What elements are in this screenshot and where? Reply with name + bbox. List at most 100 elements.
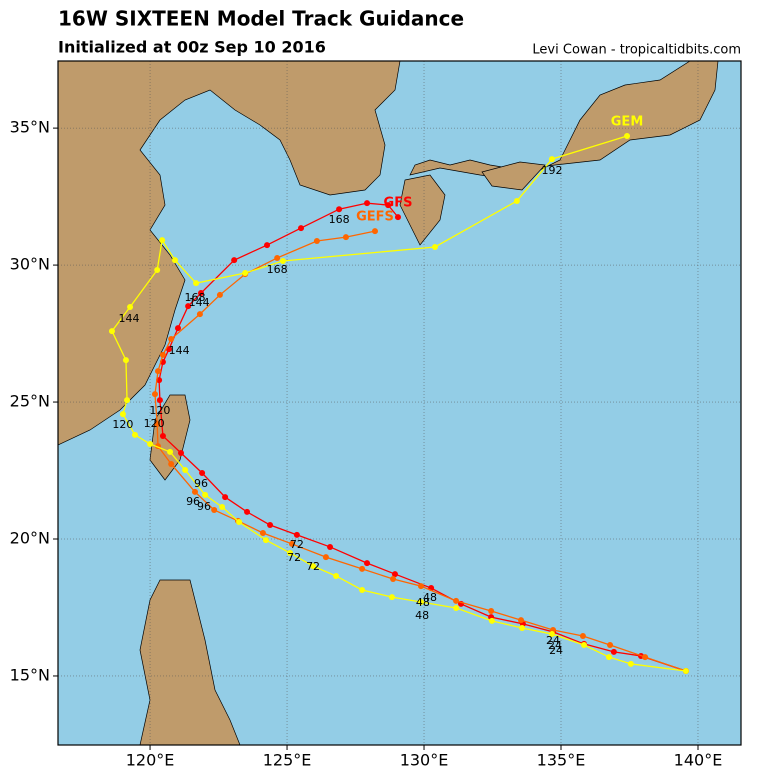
hour-label: 168 (329, 213, 350, 226)
track-point (298, 225, 305, 232)
luzon (139, 579, 241, 745)
track-point (288, 540, 295, 547)
track-point (336, 206, 343, 213)
track-point (313, 237, 320, 244)
track-point (199, 469, 206, 476)
hour-label: 72 (290, 538, 304, 551)
taiwan (149, 394, 191, 481)
track-point (488, 608, 495, 615)
hour-label: 144 (118, 312, 139, 325)
track-point (222, 494, 229, 501)
x-tick-label: 125°E (263, 751, 312, 768)
track-point (267, 522, 274, 529)
series-label: GEFS (356, 210, 394, 225)
track-point (119, 411, 126, 418)
track-point (642, 654, 649, 661)
y-tick-label: 25°N (10, 392, 50, 411)
track-point (159, 237, 166, 244)
land (58, 61, 719, 745)
plot-frame (57, 60, 742, 746)
track-point (167, 448, 174, 455)
track-point (159, 351, 166, 358)
hour-label: 24 (546, 634, 560, 647)
credit: Levi Cowan - tropicaltidbits.com (532, 43, 741, 58)
track-point (371, 228, 378, 235)
track-point (262, 537, 269, 544)
hour-label: 48 (415, 609, 429, 622)
track-point (216, 291, 223, 298)
hour-label: 144 (189, 296, 210, 309)
track-point (154, 420, 161, 427)
track-point (182, 466, 189, 473)
hour-label: 96 (186, 495, 200, 508)
track-point (242, 270, 249, 277)
track-point (519, 625, 526, 632)
track-point (624, 133, 631, 140)
track-point (178, 449, 185, 456)
hour-label: 120 (144, 417, 165, 430)
track-point (154, 368, 161, 375)
track-point (391, 571, 398, 578)
track-point (453, 605, 460, 612)
track-point (168, 336, 175, 343)
x-tick-label: 140°E (674, 751, 723, 768)
track-point (390, 575, 397, 582)
track-point (151, 391, 158, 398)
track-point (627, 660, 634, 667)
hour-label: 168 (184, 291, 205, 304)
track-point (198, 290, 205, 297)
track-point (359, 565, 366, 572)
track-point (605, 654, 612, 661)
track-point (154, 267, 161, 274)
track-point (364, 560, 371, 567)
track-point (287, 549, 294, 556)
track-point (385, 202, 392, 209)
hour-label: 48 (423, 591, 437, 604)
track-point (185, 303, 192, 310)
track-point (579, 632, 586, 639)
track-point (333, 572, 340, 579)
track-point (156, 397, 163, 404)
track-point (610, 648, 617, 655)
y-tick-label: 15°N (10, 665, 50, 684)
tracks (108, 133, 689, 675)
shikoku (481, 161, 546, 191)
track-point (131, 431, 138, 438)
track-point (364, 200, 371, 207)
hour-label: 120 (149, 404, 170, 417)
series-label: GFS (384, 196, 413, 211)
track-point (165, 346, 172, 353)
track-point (174, 325, 181, 332)
y-tick-label: 20°N (10, 529, 50, 548)
track-point (359, 586, 366, 593)
hour-label: 192 (541, 164, 562, 177)
chart-subtitle: Initialized at 00z Sep 10 2016 (58, 38, 326, 57)
track-point (191, 488, 198, 495)
track-point (168, 460, 175, 467)
track-point (231, 257, 238, 264)
track-point (607, 642, 614, 649)
x-tick-label: 130°E (400, 751, 449, 768)
hour-label: 48 (416, 596, 430, 609)
track-point (322, 554, 329, 561)
track-point (202, 491, 209, 498)
asia-mainland (58, 61, 401, 446)
track-point (394, 214, 401, 221)
hour-label: 168 (267, 263, 288, 276)
track-point (159, 433, 166, 440)
hour-label: 72 (287, 551, 301, 564)
track-point (518, 617, 525, 624)
chart-title: 16W SIXTEEN Model Track Guidance (58, 7, 464, 31)
x-tick-label: 120°E (126, 751, 175, 768)
track-point (342, 234, 349, 241)
hour-label: 72 (306, 560, 320, 573)
track-point (418, 583, 425, 590)
y-tick-label: 30°N (10, 255, 50, 274)
track-point (418, 599, 425, 606)
track-point (122, 357, 129, 364)
series-label: GEM (611, 115, 644, 130)
hour-label: 96 (194, 477, 208, 490)
track-point (147, 440, 154, 447)
track-point (581, 642, 588, 649)
